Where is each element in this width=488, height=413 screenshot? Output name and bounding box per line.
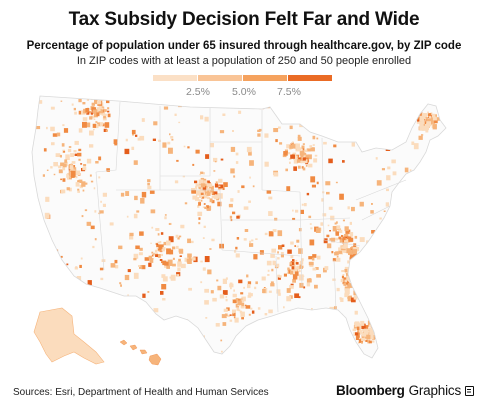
legend-label-5-0: 5.0% <box>232 86 256 98</box>
sources-note: Sources: Esri, Department of Health and … <box>13 387 269 398</box>
brand-suffix: Graphics <box>408 383 462 398</box>
legend-label-7-5: 7.5% <box>277 86 301 98</box>
color-legend: 2.5% 5.0% 7.5% <box>153 75 333 101</box>
legend-swatch-1 <box>153 75 197 81</box>
state-borders <box>95 101 407 313</box>
us-zip-map <box>31 95 447 366</box>
alaska <box>33 307 105 365</box>
legend-swatch-3 <box>243 75 287 81</box>
hawaii <box>119 339 162 366</box>
brand-name: Bloomberg <box>336 383 405 398</box>
graphics-icon <box>465 385 474 396</box>
chart-subnote: In ZIP codes with at least a population … <box>76 55 412 67</box>
legend-label-2-5: 2.5% <box>186 86 210 98</box>
legend-swatch-2 <box>198 75 242 81</box>
chart-subtitle: Percentage of population under 65 insure… <box>26 40 462 52</box>
chart-title: Tax Subsidy Decision Felt Far and Wide <box>68 9 420 30</box>
brand-logo: Bloomberg Graphics <box>336 383 474 398</box>
legend-swatch-4 <box>288 75 332 81</box>
